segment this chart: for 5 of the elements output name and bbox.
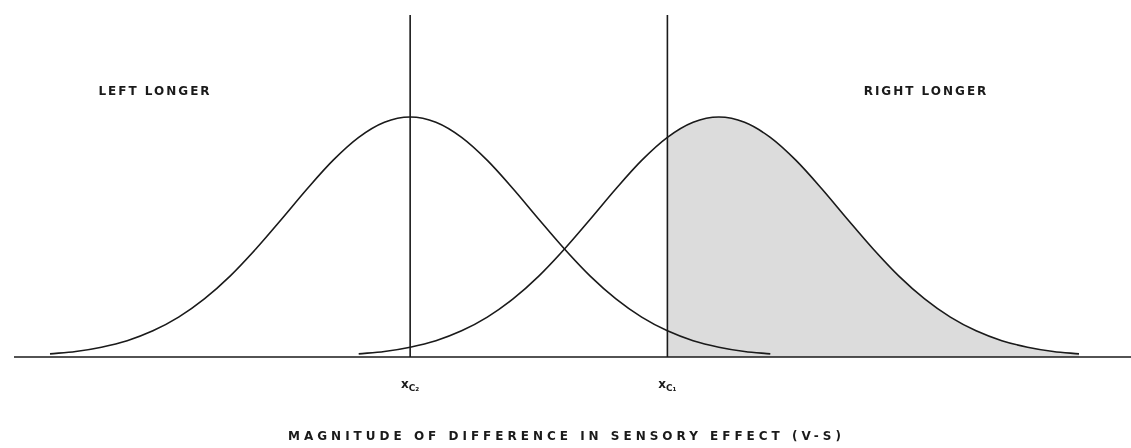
text: LEFT LONGER (98, 84, 212, 99)
text: RIGHT LONGER (863, 84, 989, 99)
x-tick-label: x$_{C₁}$ (658, 377, 677, 396)
x-tick-label: x$_{C₂}$ (400, 377, 420, 396)
x-axis-title: MAGNITUDE OF DIFFERENCE IN SENSORY EFFECT (V-S) (288, 429, 845, 444)
